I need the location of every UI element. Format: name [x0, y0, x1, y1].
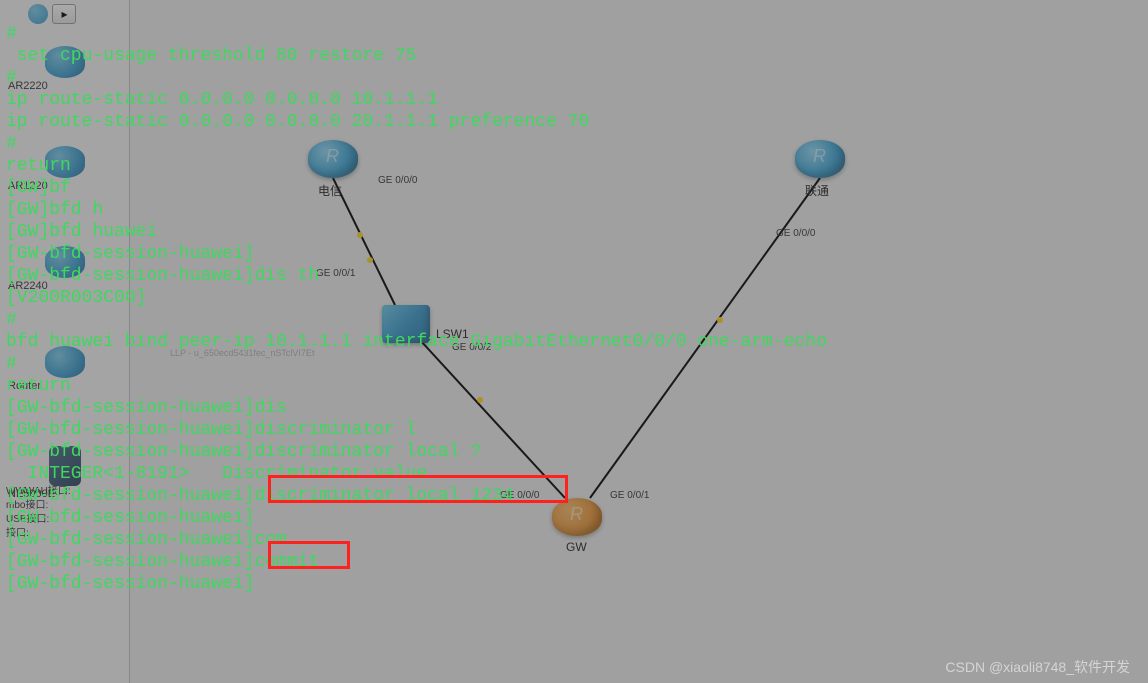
port-label: GE 0/0/1 [316, 268, 355, 279]
highlight-box [268, 541, 350, 569]
node-liantong[interactable]: 联通 [795, 140, 845, 178]
csdn-watermark: CSDN @xiaoli8748_软件开发 [945, 657, 1130, 677]
side-label: WWWAU接口: [6, 482, 71, 497]
node-label: LSW1 [436, 327, 469, 341]
router-icon [308, 140, 358, 178]
router-icon [795, 140, 845, 178]
highlight-box [268, 475, 568, 503]
port-label: GE 0/0/0 [776, 228, 815, 239]
port-label: GE 0/0/1 [610, 490, 649, 501]
side-label: 接口: [6, 524, 29, 539]
side-label: USB接口: [6, 510, 49, 525]
topology-canvas: 电信 联通 LSW1 GW GE 0/0/0 GE 0/0/0 GE 0/0/1… [0, 0, 1148, 683]
node-lsw1[interactable]: LSW1 [382, 305, 430, 343]
side-label: mbo接口: [6, 496, 48, 511]
switch-icon [382, 305, 430, 343]
node-label: GW [566, 540, 587, 554]
canvas-watermark: LLP - u_650ecd5431fec_nSTclVI7Et [170, 348, 314, 358]
node-label: 联通 [805, 182, 829, 199]
port-label: GE 0/0/2 [452, 342, 491, 353]
node-gw[interactable]: GW [552, 498, 602, 536]
port-label: GE 0/0/0 [378, 175, 417, 186]
node-dianxin[interactable]: 电信 [308, 140, 358, 178]
node-label: 电信 [318, 182, 342, 199]
router-icon [552, 498, 602, 536]
